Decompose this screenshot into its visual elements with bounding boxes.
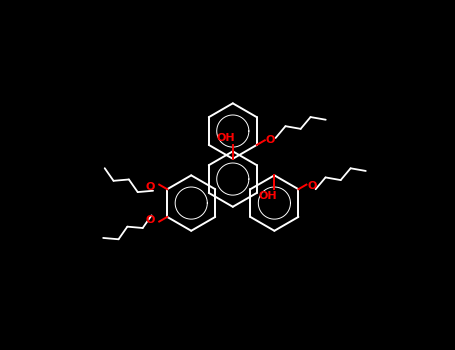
Text: OH: OH [217, 133, 235, 143]
Text: O: O [146, 182, 155, 192]
Text: O: O [266, 134, 275, 145]
Text: OH: OH [258, 191, 277, 201]
Text: O: O [145, 215, 155, 225]
Text: O: O [307, 181, 317, 191]
